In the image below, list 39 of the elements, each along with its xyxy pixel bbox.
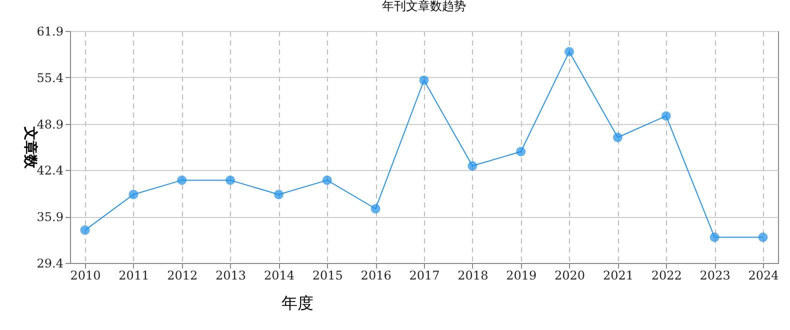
- point: [128, 190, 138, 200]
- x-tick-label: 2015: [312, 268, 343, 282]
- y-tick-label: 42.4: [36, 164, 64, 178]
- point: [516, 146, 526, 156]
- chart-title: 年刊文章数趋势: [382, 0, 466, 13]
- x-tick-label: 2018: [458, 268, 488, 282]
- point: [370, 204, 380, 214]
- point: [661, 111, 671, 121]
- x-tick-label: 2013: [216, 268, 246, 282]
- point: [80, 225, 90, 235]
- x-tick-label: 2019: [506, 268, 537, 282]
- y-tick-label: 29.4: [36, 256, 64, 270]
- point: [419, 76, 429, 85]
- point: [177, 175, 187, 185]
- y-axis-title: 文章数: [22, 126, 39, 170]
- point: [226, 175, 236, 185]
- y-tick-label: 55.4: [36, 70, 64, 85]
- x-tick-label: 2022: [651, 268, 682, 282]
- y-tick-label: 48.9: [36, 117, 64, 132]
- x-tick-label: 2016: [360, 268, 392, 282]
- x-tick-label: 2020: [554, 268, 586, 282]
- y-tick-label: 61.9: [36, 24, 64, 38]
- point: [322, 175, 332, 185]
- point: [274, 190, 284, 200]
- x-tick-label: 2011: [118, 268, 150, 282]
- x-tick-label: 2014: [264, 268, 295, 282]
- x-tick-label: 2017: [409, 268, 440, 282]
- x-tick-label: 2012: [167, 268, 198, 282]
- x-tick-label: 2024: [748, 268, 780, 282]
- x-tick-label: 2010: [70, 268, 101, 282]
- point: [612, 132, 622, 142]
- x-axis-title: 年度: [282, 294, 314, 312]
- point: [468, 161, 478, 171]
- point: [710, 232, 720, 242]
- point: [758, 232, 768, 242]
- x-tick-label: 2023: [700, 268, 730, 282]
- point: [564, 46, 574, 56]
- y-tick-label: 35.9: [36, 210, 64, 224]
- x-tick-label: 2021: [602, 268, 634, 282]
